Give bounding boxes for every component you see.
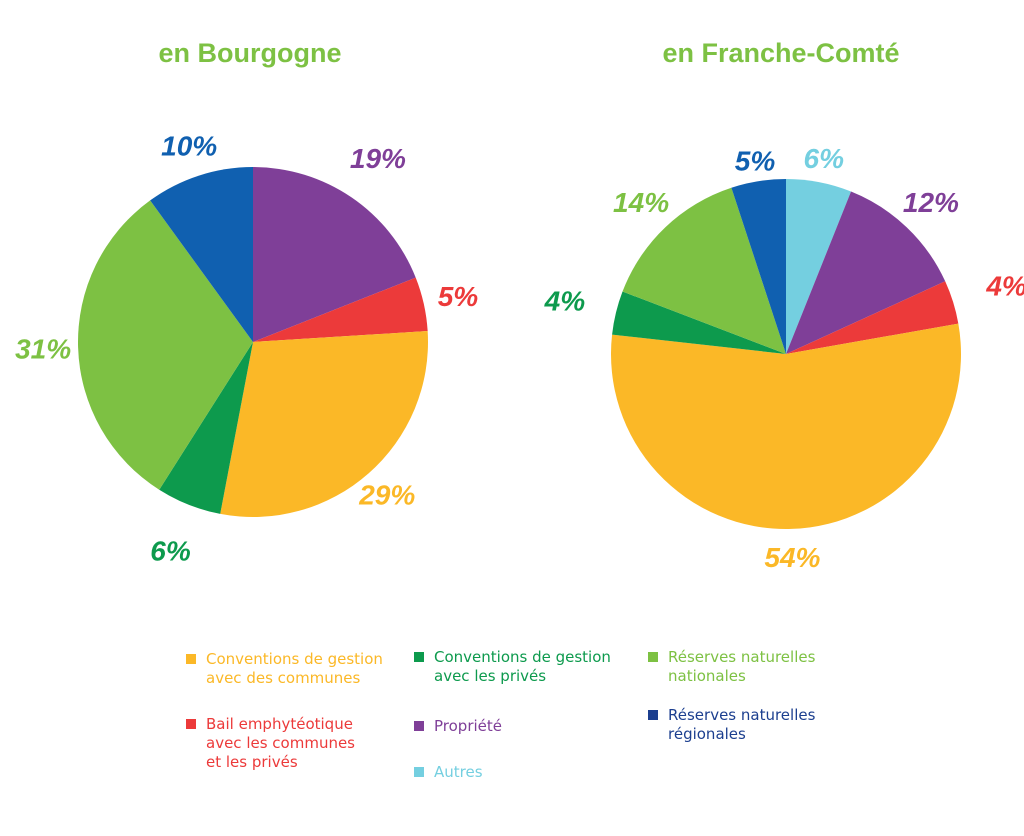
- pie-slice-bail-emphyteotique-avec-les-communes-et-les-prives: [786, 281, 959, 354]
- slice-label-reserves-naturelles-regionales: 5%: [735, 145, 776, 176]
- pie-slice-conventions-de-gestion-avec-les-prives: [159, 342, 253, 514]
- pie-slice-reserves-naturelles-nationales: [77, 200, 253, 490]
- slice-label-bail-emphyteotique-avec-les-communes-et-les-prives: 4%: [985, 270, 1024, 301]
- pie-chart-bourgogne: en Bourgogne 19% 5% 29% 6% 31% 10%: [15, 38, 478, 566]
- pie-slice-reserves-naturelles-nationales: [622, 187, 786, 354]
- pie-slice-bail-emphyteotique-avec-les-communes-et-les-prives: [253, 277, 428, 342]
- pie-slice-conventions-de-gestion-avec-les-prives: [612, 291, 786, 354]
- slice-label-conventions-de-gestion-avec-les-prives: 6%: [150, 535, 191, 566]
- slice-label-conventions-de-gestion-avec-des-communes: 54%: [764, 542, 820, 573]
- pie-slice-propriete: [786, 191, 946, 354]
- slice-label-reserves-naturelles-regionales: 10%: [161, 131, 217, 162]
- slice-label-conventions-de-gestion-avec-les-prives: 4%: [544, 285, 586, 316]
- pie-slice-reserves-naturelles-regionales: [731, 179, 786, 354]
- slice-label-propriete: 19%: [350, 143, 406, 174]
- slice-label-reserves-naturelles-nationales: 31%: [15, 334, 71, 365]
- pie-slice-autres: [786, 179, 852, 354]
- slice-label-autres: 6%: [804, 143, 845, 174]
- pie-slice-conventions-de-gestion-avec-des-communes: [611, 323, 961, 529]
- slice-label-conventions-de-gestion-avec-des-communes: 29%: [358, 479, 415, 510]
- slice-label-propriete: 12%: [903, 187, 959, 218]
- chart-title: en Franche-Comté: [662, 38, 899, 68]
- slice-label-bail-emphyteotique-avec-les-communes-et-les-prives: 5%: [438, 281, 479, 312]
- pie-slice-reserves-naturelles-regionales: [150, 167, 253, 342]
- pie-slice-conventions-de-gestion-avec-des-communes: [220, 331, 428, 517]
- pie-slice-propriete: [253, 167, 416, 342]
- chart-title: en Bourgogne: [159, 38, 342, 68]
- slice-label-reserves-naturelles-nationales: 14%: [613, 187, 669, 218]
- pie-chart-franche-comte: en Franche-Comté 6% 12% 4% 54% 4% 14% 5%: [544, 38, 1024, 573]
